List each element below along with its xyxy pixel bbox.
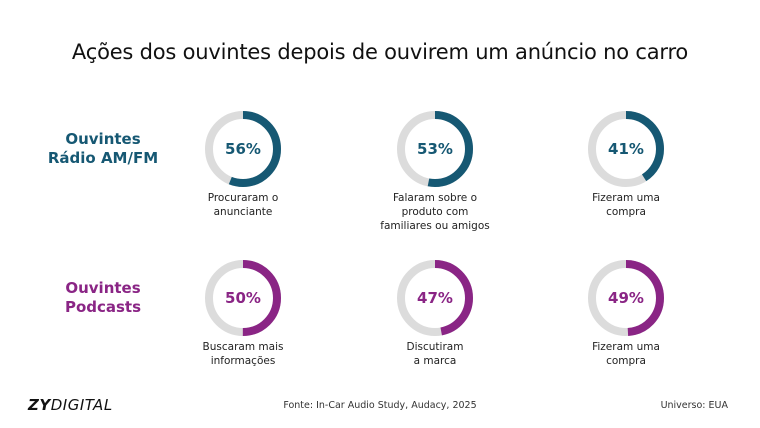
- caption-line: Fizeram uma: [592, 341, 660, 353]
- logo-light: DIGITAL: [50, 396, 113, 414]
- donut-value-arc: [588, 111, 664, 187]
- donut-svg: [588, 260, 664, 336]
- caption-line: compra: [606, 206, 646, 218]
- caption-line: a marca: [413, 355, 457, 367]
- caption-line: Buscaram mais: [202, 341, 284, 353]
- series-label-line: Rádio AM/FM: [47, 149, 159, 167]
- donut-percent-label: 56%: [225, 140, 261, 158]
- donut-value-arc: [397, 111, 473, 187]
- caption-line: anunciante: [213, 206, 273, 218]
- caption-line: Discutiram: [406, 341, 464, 353]
- donut-percent-label: 53%: [417, 140, 453, 158]
- donut-caption: Buscaram mais informações: [158, 340, 328, 368]
- caption-line: Fizeram uma: [592, 192, 660, 204]
- donut-percent-label: 41%: [608, 140, 644, 158]
- donut-value-arc: [397, 260, 473, 336]
- donut-1-1: 47%: [393, 256, 477, 340]
- donut-caption: Procuraram o anunciante: [158, 191, 328, 219]
- series-label-1: Ouvintes Podcasts: [33, 279, 173, 317]
- caption-line: familiares ou amigos: [380, 220, 490, 232]
- logo-bold: ZY: [28, 396, 51, 414]
- caption-line: produto com: [401, 206, 469, 218]
- donut-caption: Discutiram a marca: [350, 340, 520, 368]
- donut-svg: [588, 111, 664, 187]
- donut-svg: [205, 111, 281, 187]
- caption-line: compra: [606, 355, 646, 367]
- donut-value-arc: [588, 260, 664, 336]
- donut-caption: Fizeram uma compra: [541, 191, 711, 219]
- series-label-line: Ouvintes: [65, 279, 141, 297]
- donut-0-0: 56%: [201, 107, 285, 191]
- donut-1-0: 50%: [201, 256, 285, 340]
- donut-value-arc: [205, 260, 281, 336]
- caption-line: Falaram sobre o: [392, 192, 478, 204]
- source-note: Fonte: In-Car Audio Study, Audacy, 2025: [283, 400, 477, 411]
- zydigital-logo: ZYDIGITAL: [28, 396, 113, 414]
- donut-1-2: 49%: [584, 256, 668, 340]
- chart-title: Ações dos ouvintes depois de ouvirem um …: [71, 40, 689, 64]
- series-label-line: Ouvintes: [65, 130, 141, 148]
- caption-line: Procuraram o: [207, 192, 279, 204]
- donut-caption: Falaram sobre o produto com familiares ou …: [350, 191, 520, 233]
- series-label-0: Ouvintes Rádio AM/FM: [33, 130, 173, 168]
- donut-0-1: 53%: [393, 107, 477, 191]
- universe-note: Universo: EUA: [660, 400, 728, 411]
- series-label-line: Podcasts: [64, 298, 142, 316]
- donut-svg: [397, 111, 473, 187]
- donut-svg: [205, 260, 281, 336]
- donut-caption: Fizeram uma compra: [541, 340, 711, 368]
- donut-value-arc: [205, 111, 281, 187]
- donut-percent-label: 49%: [608, 289, 644, 307]
- donut-percent-label: 50%: [225, 289, 261, 307]
- donut-svg: [397, 260, 473, 336]
- donut-0-2: 41%: [584, 107, 668, 191]
- caption-line: informações: [210, 355, 276, 367]
- donut-percent-label: 47%: [417, 289, 453, 307]
